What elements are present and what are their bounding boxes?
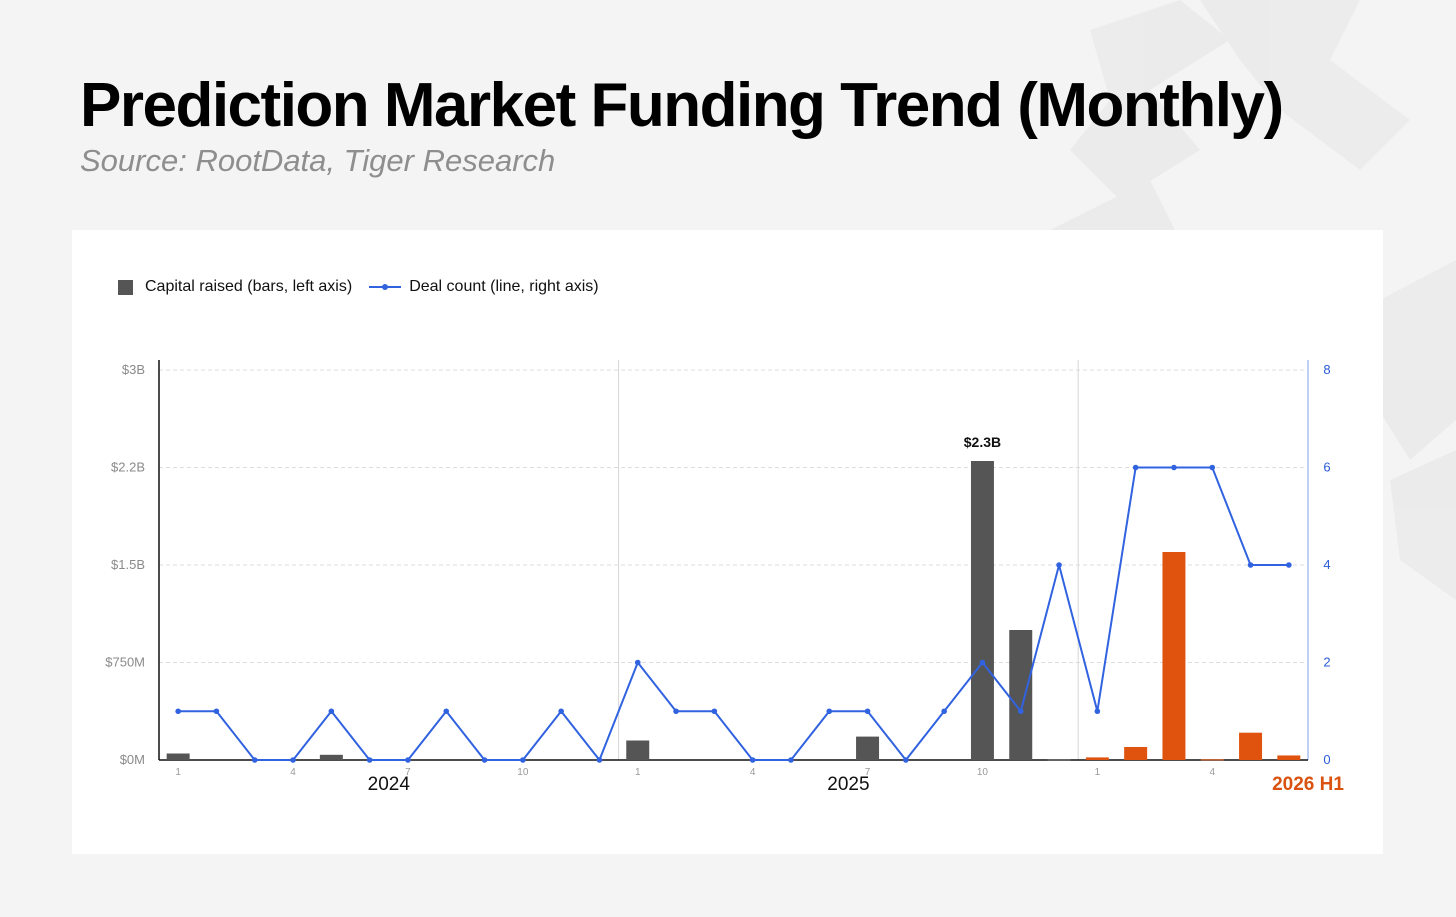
left-axis-tick-label: $3B — [122, 362, 145, 377]
legend-label-capital: Capital raised (bars, left axis) — [145, 278, 353, 295]
month-tick-label: 1 — [635, 767, 641, 778]
left-axis-tick-label: $0M — [120, 752, 145, 767]
deal-count-point — [1056, 562, 1062, 568]
deal-count-point — [405, 757, 411, 763]
legend-item-deals[interactable]: Deal count (line, right axis) — [369, 278, 599, 296]
deal-count-point — [1209, 464, 1216, 471]
bar — [1124, 747, 1148, 760]
month-tick-label: 7 — [865, 767, 871, 778]
bar — [626, 740, 650, 760]
deal-count-point — [1132, 464, 1139, 471]
legend-label-deals: Deal count (line, right axis) — [409, 278, 599, 295]
deal-count-point — [481, 757, 488, 763]
deal-count-point — [979, 659, 986, 666]
bar — [166, 753, 190, 760]
deal-count-point — [673, 708, 679, 715]
deal-count-point — [520, 757, 526, 763]
deal-count-line — [178, 466, 1289, 761]
chart-svg: $0M $750M $1.5B $2.2B $3B 0 2 4 6 8 $2.3B 1 4 7 10 1 4 7 1… — [105, 360, 1344, 795]
deal-count-point — [941, 708, 947, 715]
right-axis-tick-label: 2 — [1323, 655, 1330, 670]
left-axis-tick-label: $2.2B — [111, 460, 145, 475]
legend-item-capital[interactable]: Capital raised (bars, left axis) — [118, 278, 352, 296]
bar — [1277, 755, 1301, 760]
page-title: Prediction Market Funding Trend (Monthly… — [80, 71, 1284, 140]
deal-count-point — [175, 708, 181, 715]
legend-bar-swatch — [118, 279, 133, 295]
deal-count-point — [634, 659, 641, 666]
deal-count-point — [903, 757, 909, 763]
page-subtitle: Source: RootData, Tiger Research — [80, 143, 556, 178]
year-label: 2025 — [827, 774, 869, 795]
right-axis-tick-label: 0 — [1323, 752, 1330, 767]
bar — [1200, 759, 1224, 761]
year-label: 2026 H1 — [1272, 774, 1344, 795]
bar — [1009, 630, 1033, 760]
month-tick-label: 7 — [405, 767, 411, 778]
deal-count-point — [826, 708, 833, 715]
deal-count-point — [1017, 708, 1024, 715]
deal-count-point — [1094, 708, 1101, 715]
right-axis-tick-label: 8 — [1323, 362, 1330, 377]
left-axis-tick-label: $1.5B — [111, 557, 145, 572]
deal-count-point — [366, 757, 373, 763]
bar — [970, 461, 994, 760]
right-axis-tick-label: 6 — [1323, 460, 1330, 475]
deal-count-point — [1171, 464, 1177, 471]
deal-count-point — [328, 708, 335, 715]
chart-card: $0M $750M $1.5B $2.2B $3B 0 2 4 6 8 $2.3B 1 4 7 10 1 4 7 1… — [72, 230, 1383, 854]
deal-count-point — [213, 708, 220, 715]
left-axis-tick-label: $750M — [105, 655, 145, 670]
bar — [856, 736, 880, 760]
month-tick-label: 1 — [175, 767, 181, 778]
deal-count-point — [1286, 562, 1292, 568]
chart-legend: Capital raised (bars, left axis) Deal co… — [118, 278, 616, 296]
deal-count-point — [251, 757, 258, 763]
month-tick-label: 1 — [1095, 767, 1101, 778]
deal-count-point — [558, 708, 564, 715]
bar — [1085, 757, 1109, 760]
deal-count-point — [711, 708, 718, 715]
month-tick-label: 10 — [977, 767, 989, 778]
bar — [319, 754, 343, 760]
month-tick-label: 4 — [1209, 767, 1215, 778]
year-label: 2024 — [368, 774, 411, 795]
bar-value-label: $2.3B — [964, 434, 1001, 450]
legend-line-swatch — [369, 284, 402, 290]
deal-count-point — [290, 757, 296, 763]
bar — [1162, 552, 1186, 760]
bar — [1047, 759, 1071, 761]
month-tick-label: 4 — [290, 767, 296, 778]
month-tick-label: 4 — [750, 767, 756, 778]
deal-count-point — [788, 757, 794, 763]
deal-count-point — [864, 708, 871, 715]
month-tick-label: 10 — [517, 767, 529, 778]
right-axis-tick-label: 4 — [1323, 557, 1330, 572]
deal-count-point — [596, 757, 603, 763]
deal-count-point — [1247, 562, 1254, 568]
deal-count-point — [749, 757, 756, 763]
bar — [1239, 732, 1263, 760]
deal-count-point — [443, 708, 450, 715]
